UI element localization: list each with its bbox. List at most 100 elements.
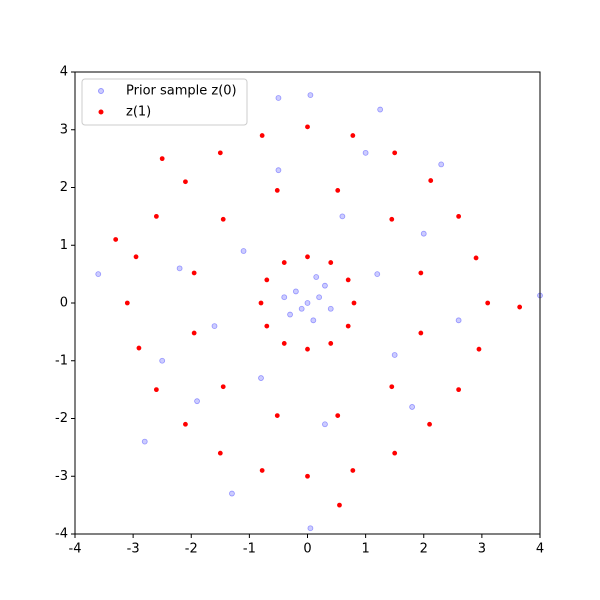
point xyxy=(258,375,264,381)
point xyxy=(153,213,159,219)
point xyxy=(327,305,334,312)
point xyxy=(322,421,328,428)
point xyxy=(176,265,183,272)
point xyxy=(275,167,282,174)
point xyxy=(217,150,223,156)
point xyxy=(159,156,165,162)
legend-marker xyxy=(98,88,104,94)
point xyxy=(191,270,197,276)
point xyxy=(389,384,395,390)
x-tick-label: 3 xyxy=(478,542,486,557)
point xyxy=(485,300,491,306)
point xyxy=(339,213,346,220)
x-tick-label: -4 xyxy=(69,542,82,557)
point xyxy=(281,341,287,346)
point xyxy=(264,323,270,329)
legend-marker xyxy=(98,109,104,115)
marks xyxy=(95,92,543,532)
point xyxy=(473,255,479,261)
point xyxy=(217,450,223,456)
point xyxy=(229,490,235,497)
x-tick-label: -3 xyxy=(127,542,140,557)
point xyxy=(428,178,434,183)
point xyxy=(95,271,102,278)
legend-label: z(1) xyxy=(126,105,151,120)
point xyxy=(220,216,226,222)
point xyxy=(220,384,226,390)
point xyxy=(136,345,142,351)
point xyxy=(409,404,416,410)
x-tick-label: 0 xyxy=(303,542,311,557)
point xyxy=(418,330,424,336)
point xyxy=(211,323,218,330)
point xyxy=(337,502,342,508)
x-tick-label: 2 xyxy=(420,542,428,557)
point xyxy=(345,277,351,283)
point xyxy=(389,216,395,222)
point xyxy=(350,133,356,138)
point xyxy=(455,317,462,324)
y-tick-label: 0 xyxy=(60,296,68,311)
point xyxy=(240,248,247,254)
point xyxy=(287,311,293,318)
point xyxy=(316,294,323,301)
point xyxy=(351,300,357,306)
point xyxy=(281,260,287,265)
x-tick-label: 4 xyxy=(536,542,544,557)
point xyxy=(476,346,482,352)
point xyxy=(259,468,265,473)
point xyxy=(335,413,341,419)
point xyxy=(159,357,166,364)
point xyxy=(456,387,462,393)
y-tick-label: 3 xyxy=(60,122,68,137)
x-tick-label: -2 xyxy=(185,542,198,557)
point xyxy=(305,254,310,260)
point xyxy=(377,106,384,113)
point xyxy=(124,300,130,306)
legend-box xyxy=(81,78,248,126)
y-tick-label: 1 xyxy=(60,238,68,253)
point xyxy=(328,341,334,346)
point xyxy=(305,473,310,479)
point xyxy=(305,346,310,352)
point xyxy=(418,270,424,276)
point xyxy=(305,124,310,130)
point xyxy=(392,450,398,456)
point xyxy=(264,277,270,283)
y-tick-label: 4 xyxy=(60,65,68,80)
point xyxy=(258,300,264,306)
point xyxy=(141,438,148,445)
point xyxy=(183,179,188,185)
y-tick-label: 2 xyxy=(60,180,68,195)
y-tick-label: -1 xyxy=(55,353,68,368)
point xyxy=(259,133,265,138)
x-tick-label: -1 xyxy=(243,542,256,557)
point xyxy=(194,398,200,405)
point xyxy=(275,95,282,101)
point xyxy=(420,230,427,237)
point xyxy=(298,305,305,312)
point xyxy=(392,150,398,156)
point xyxy=(438,161,445,168)
point xyxy=(304,300,311,306)
plot-area xyxy=(75,72,540,534)
point xyxy=(191,330,197,336)
point xyxy=(307,92,314,98)
y-tick-label: -3 xyxy=(55,469,68,484)
point xyxy=(113,237,119,242)
point xyxy=(133,254,139,260)
point xyxy=(274,413,280,419)
ticks: -4 -3 -2 -1 0 1 2 3 4 -4 -3 -2 -1 0 1 2 3 4 xyxy=(55,65,544,557)
point xyxy=(362,149,369,156)
point xyxy=(517,304,523,310)
point xyxy=(322,282,328,289)
point xyxy=(153,387,159,393)
point xyxy=(310,317,317,324)
point xyxy=(313,274,320,280)
point xyxy=(274,187,280,193)
y-tick-label: -4 xyxy=(55,527,68,542)
legend-label: Prior sample z(0) xyxy=(126,84,237,99)
point xyxy=(350,468,356,473)
